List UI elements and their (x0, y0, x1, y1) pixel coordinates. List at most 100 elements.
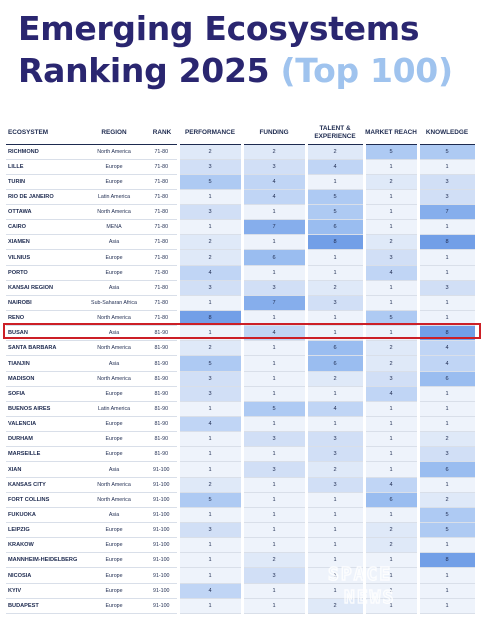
rank-cell: 91-100 (146, 522, 178, 539)
market-reach-cell: 1 (362, 416, 420, 433)
table-row: XIAN Asia 91-100 1 3 2 1 6 (6, 461, 478, 478)
ecosystem-cell: LEIPZIG (6, 522, 82, 539)
rank-cell: 71-80 (146, 189, 178, 206)
ecosystem-cell: FORT COLLINS (6, 492, 82, 508)
market-reach-cell: 1 (362, 567, 420, 584)
performance-cell: 8 (176, 310, 244, 327)
table-row: OTTAWA North America 71-80 3 1 5 1 7 (6, 204, 478, 221)
table-row: RENO North America 71-80 8 1 1 5 1 (6, 310, 478, 327)
performance-cell: 4 (176, 265, 244, 281)
market-reach-cell: 1 (362, 204, 420, 221)
performance-cell: 5 (176, 355, 244, 372)
ecosystem-cell: KANSAS CITY (6, 477, 82, 493)
rank-cell: 71-80 (146, 265, 178, 281)
performance-cell: 2 (176, 249, 244, 266)
page-title: Emerging Ecosystems Ranking 2025 (Top 10… (18, 8, 478, 92)
rank-cell: 81-90 (146, 325, 178, 342)
funding-cell: 1 (240, 492, 308, 508)
table-row: CAIRO MENA 71-80 1 7 6 1 1 (6, 219, 478, 236)
performance-cell: 3 (176, 371, 244, 387)
table-body: RICHMOND North America 71-80 2 2 2 5 5 LILLE Euro… (6, 144, 478, 614)
region-cell: Europe (82, 265, 146, 281)
rank-cell: 71-80 (146, 310, 178, 327)
rank-cell: 91-100 (146, 567, 178, 584)
market-reach-cell: 1 (362, 280, 420, 296)
rank-cell: 91-100 (146, 552, 178, 569)
funding-cell: 1 (240, 598, 308, 614)
table-row: TIANJIN Asia 81-90 5 1 6 2 4 (6, 355, 478, 372)
title-line-1: Emerging Ecosystems (18, 9, 420, 48)
knowledge-cell: 2 (416, 492, 478, 508)
knowledge-cell: 4 (416, 340, 478, 357)
ecosystem-cell: RICHMOND (6, 144, 82, 160)
rank-cell: 91-100 (146, 477, 178, 493)
region-cell: Europe (82, 522, 146, 539)
ecosystem-cell: NAIROBI (6, 295, 82, 312)
header-talent-experience: TALENT & EXPERIENCE (306, 122, 364, 145)
region-cell: North America (82, 340, 146, 357)
funding-cell: 5 (240, 401, 308, 418)
market-reach-cell: 4 (362, 477, 420, 493)
knowledge-cell: 1 (416, 598, 478, 614)
performance-cell: 1 (176, 295, 244, 312)
funding-cell: 3 (240, 461, 308, 478)
table-row: LEIPZIG Europe 91-100 3 1 1 2 5 (6, 522, 478, 539)
knowledge-cell: 8 (416, 234, 478, 251)
funding-cell: 3 (240, 159, 308, 175)
region-cell: North America (82, 371, 146, 387)
performance-cell: 1 (176, 461, 244, 478)
performance-cell: 4 (176, 416, 244, 433)
funding-cell: 1 (240, 446, 308, 463)
ranking-table: ECOSYSTEM REGION RANK PERFORMANCE FUNDIN… (6, 122, 478, 614)
region-cell: Europe (82, 583, 146, 599)
talent-experience-cell: 8 (304, 234, 366, 251)
talent-experience-cell: 4 (304, 401, 366, 418)
funding-cell: 2 (240, 552, 308, 569)
market-reach-cell: 5 (362, 144, 420, 160)
knowledge-cell: 1 (416, 477, 478, 493)
talent-experience-cell: 5 (304, 204, 366, 221)
table-row: FORT COLLINS North America 91-100 5 1 1 6 2 (6, 492, 478, 508)
performance-cell: 1 (176, 189, 244, 206)
funding-cell: 1 (240, 265, 308, 281)
ecosystem-cell: PORTO (6, 265, 82, 281)
funding-cell: 1 (240, 477, 308, 493)
ecosystem-cell: SANTA BARBARA (6, 340, 82, 357)
region-cell: Sub-Saharan Africa (82, 295, 146, 312)
talent-experience-cell: 2 (304, 280, 366, 296)
talent-experience-cell: 1 (304, 174, 366, 190)
performance-cell: 1 (176, 552, 244, 569)
table-row: SOFIA Europe 81-90 3 1 1 4 1 (6, 386, 478, 402)
knowledge-cell: 1 (416, 537, 478, 554)
talent-experience-cell: 1 (304, 567, 366, 584)
funding-cell: 3 (240, 567, 308, 584)
rank-cell: 71-80 (146, 219, 178, 236)
performance-cell: 1 (176, 446, 244, 463)
talent-experience-cell: 1 (304, 310, 366, 327)
performance-cell: 2 (176, 144, 244, 160)
talent-experience-cell: 1 (304, 583, 366, 599)
table-row: RIO DE JANEIRO Latin America 71-80 1 4 5 1 3 (6, 189, 478, 206)
header-knowledge: KNOWLEDGE (418, 122, 476, 145)
talent-experience-cell: 6 (304, 355, 366, 372)
market-reach-cell: 3 (362, 371, 420, 387)
table-row: BUDAPEST Europe 91-100 1 1 2 1 1 (6, 598, 478, 614)
talent-experience-cell: 1 (304, 265, 366, 281)
market-reach-cell: 5 (362, 310, 420, 327)
ecosystem-cell: KRAKOW (6, 537, 82, 554)
performance-cell: 1 (176, 507, 244, 524)
region-cell: MENA (82, 219, 146, 236)
header-region: REGION (82, 122, 146, 145)
header-performance: PERFORMANCE (178, 122, 242, 145)
funding-cell: 1 (240, 522, 308, 539)
region-cell: Asia (82, 234, 146, 251)
region-cell: Europe (82, 159, 146, 175)
funding-cell: 1 (240, 340, 308, 357)
table-row: KANSAI REGION Asia 71-80 3 3 2 1 3 (6, 280, 478, 296)
knowledge-cell: 1 (416, 265, 478, 281)
market-reach-cell: 2 (362, 537, 420, 554)
market-reach-cell: 1 (362, 219, 420, 236)
rank-cell: 81-90 (146, 446, 178, 463)
ecosystem-cell: RIO DE JANEIRO (6, 189, 82, 206)
market-reach-cell: 1 (362, 189, 420, 206)
